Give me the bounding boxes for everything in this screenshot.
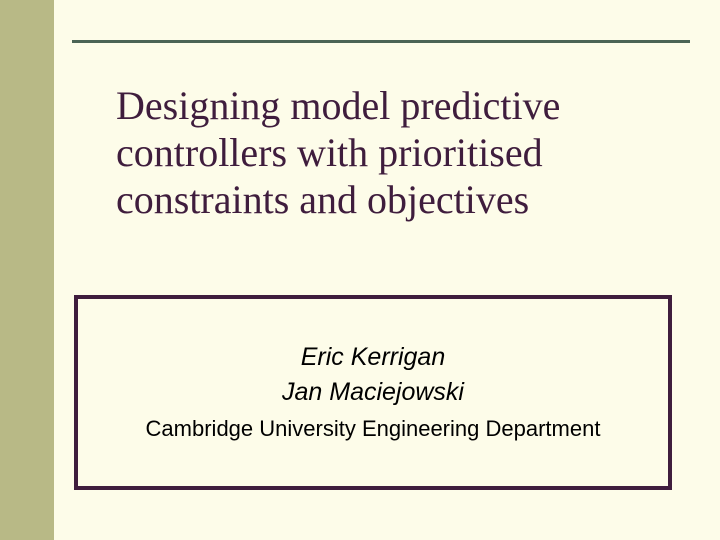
horizontal-rule xyxy=(72,40,690,43)
left-sidebar xyxy=(0,0,54,540)
author-affiliation: Cambridge University Engineering Departm… xyxy=(146,416,601,442)
main-area: Designing model predictive controllers w… xyxy=(54,0,720,540)
slide-title: Designing model predictive controllers w… xyxy=(116,82,680,224)
author-name-1: Eric Kerrigan xyxy=(301,343,446,372)
author-box: Eric Kerrigan Jan Maciejowski Cambridge … xyxy=(74,295,672,490)
author-name-2: Jan Maciejowski xyxy=(282,378,464,407)
slide: Designing model predictive controllers w… xyxy=(0,0,720,540)
